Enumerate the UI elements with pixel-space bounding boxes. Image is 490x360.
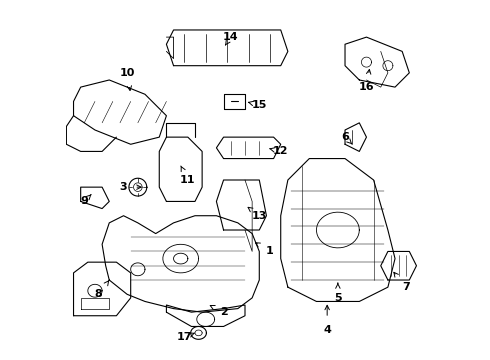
Text: 12: 12 bbox=[270, 147, 289, 157]
Text: 8: 8 bbox=[95, 281, 109, 299]
Text: 16: 16 bbox=[359, 69, 374, 92]
Text: 3: 3 bbox=[120, 182, 141, 192]
Text: 11: 11 bbox=[180, 166, 196, 185]
Text: 10: 10 bbox=[120, 68, 135, 90]
Text: 1: 1 bbox=[255, 243, 274, 256]
Text: 9: 9 bbox=[80, 195, 91, 206]
Text: 13: 13 bbox=[248, 207, 267, 221]
Text: 2: 2 bbox=[210, 306, 227, 317]
Text: 4: 4 bbox=[323, 305, 331, 335]
Text: 5: 5 bbox=[334, 283, 342, 303]
Text: 7: 7 bbox=[394, 272, 410, 292]
Text: 6: 6 bbox=[341, 132, 352, 144]
Text: 15: 15 bbox=[248, 100, 267, 110]
Text: 14: 14 bbox=[223, 32, 239, 45]
Text: 17: 17 bbox=[176, 332, 195, 342]
